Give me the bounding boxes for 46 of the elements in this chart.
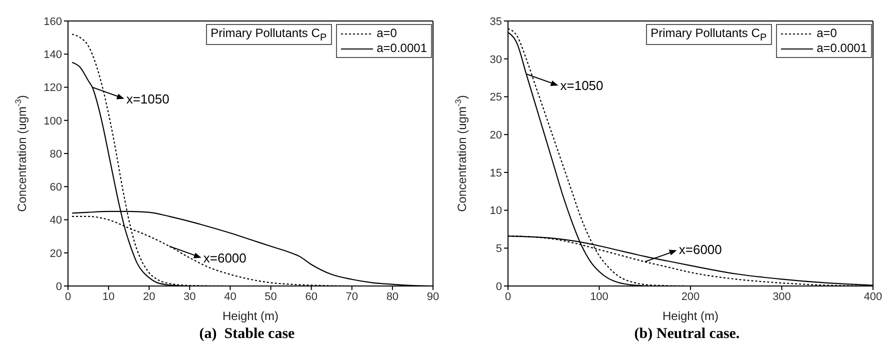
legend-label: a=0.0001 xyxy=(816,41,867,56)
x-tick-label: 0 xyxy=(504,290,512,303)
y-tick-label: 160 xyxy=(44,16,62,28)
y-tick-label: 10 xyxy=(490,205,502,218)
legend-label: a=0 xyxy=(376,26,397,41)
y-tick-label: 140 xyxy=(44,49,62,62)
y-tick-label: 25 xyxy=(490,92,502,104)
y-tick-label: 20 xyxy=(50,248,62,260)
x-tick-label: 70 xyxy=(346,290,358,303)
legend-label: a=0.0001 xyxy=(376,41,427,56)
y-tick-label: 15 xyxy=(490,167,502,180)
x-tick-label: 20 xyxy=(142,290,156,303)
annotation: x=1050 xyxy=(126,91,170,106)
x-axis-title: Height (m) xyxy=(662,309,719,323)
x-axis-title: Height (m) xyxy=(222,309,279,323)
text: (a) Stable case xyxy=(198,326,296,343)
x-tick-label: 90 xyxy=(426,290,440,303)
y-tick-label: 0 xyxy=(496,280,502,293)
x-tick-label: 200 xyxy=(681,290,700,303)
y-tick-label: 5 xyxy=(496,243,502,256)
x-tick-label: 100 xyxy=(590,290,608,303)
x-tick-label: 30 xyxy=(184,290,196,303)
legend-title: Primary Pollutants C$_{P}$ xyxy=(646,24,772,46)
annotation: x=1050 xyxy=(560,78,604,93)
x-tick-label: 50 xyxy=(264,290,277,303)
annotation: x=6000 xyxy=(678,242,722,257)
x-tick-label: 0 xyxy=(64,290,72,303)
x-tick-label: 400 xyxy=(864,290,882,303)
y-tick-label: 40 xyxy=(50,214,62,227)
x-tick-label: 60 xyxy=(305,290,318,303)
annotation: x=6000 xyxy=(203,250,246,266)
y-tick-label: 30 xyxy=(490,54,502,66)
y-tick-label: 120 xyxy=(44,82,62,94)
x-tick-label: 40 xyxy=(224,290,236,303)
y-tick-label: 60 xyxy=(50,182,62,194)
y-tick-label: 80 xyxy=(50,148,62,160)
y-tick-label: 100 xyxy=(44,115,62,128)
y-tick-label: 0 xyxy=(56,280,62,293)
y-tick-label: 35 xyxy=(490,16,502,28)
x-tick-label: 10 xyxy=(102,290,115,303)
x-tick-label: 300 xyxy=(772,290,791,303)
x-tick-label: 80 xyxy=(386,290,399,303)
legend-label: a=0 xyxy=(816,26,837,41)
text: (b) Neutral case. xyxy=(633,326,741,343)
y-tick-label: 20 xyxy=(490,129,502,142)
legend-title: Primary Pollutants C$_{P}$ xyxy=(206,24,332,46)
